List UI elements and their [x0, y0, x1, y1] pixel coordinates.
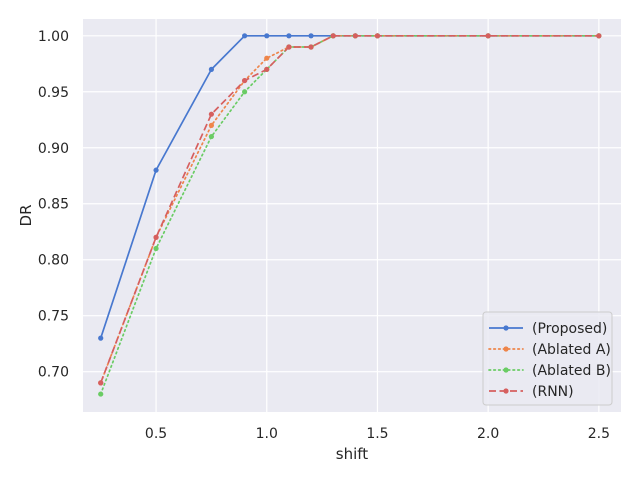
legend-marker-2	[503, 346, 509, 352]
x-tick-label: 0.5	[145, 426, 167, 442]
x-tick-label: 2.0	[477, 426, 499, 442]
x-tick-label: 1.0	[256, 426, 278, 442]
y-tick-label: 0.80	[38, 253, 69, 269]
data-point	[242, 33, 248, 39]
data-point	[330, 33, 336, 39]
y-tick-labels: 0.70 0.75 0.80 0.85 0.90 0.95 1.00	[38, 29, 69, 381]
legend-marker-1	[503, 325, 509, 331]
x-tick-labels: 0.5 1.0 1.5 2.0 2.5	[145, 426, 610, 442]
data-point	[352, 33, 358, 39]
legend-label-3: (Ablated B)	[532, 363, 611, 379]
data-point	[208, 66, 215, 72]
data-point	[153, 167, 159, 173]
data-point	[208, 111, 215, 117]
data-point	[308, 33, 314, 39]
data-point	[264, 66, 270, 72]
data-point	[242, 89, 248, 95]
y-tick-label: 0.75	[38, 309, 69, 325]
data-point	[596, 33, 602, 39]
data-point	[485, 33, 491, 39]
y-tick-label: 0.70	[38, 365, 69, 381]
data-point	[153, 234, 159, 240]
series-group	[98, 33, 602, 397]
data-point	[208, 133, 215, 140]
data-point	[264, 33, 270, 39]
y-tick-label: 1.00	[38, 29, 69, 45]
x-tick-label: 1.5	[366, 426, 388, 442]
y-axis-label: DR	[17, 205, 35, 227]
data-point	[308, 44, 314, 50]
y-tick-label: 0.90	[38, 141, 69, 157]
legend: (Proposed) (Ablated A) (Ablated B) (RNN)	[482, 311, 613, 406]
series-4	[98, 33, 602, 386]
data-point	[286, 33, 292, 39]
y-tick-label: 0.95	[38, 85, 69, 101]
data-point	[374, 33, 381, 39]
legend-label-4: (RNN)	[532, 384, 574, 400]
legend-marker-3	[503, 367, 509, 373]
legend-frame	[482, 311, 613, 406]
legend-marker-4	[503, 388, 509, 394]
x-tick-label: 2.5	[588, 426, 610, 442]
data-point	[98, 335, 104, 341]
legend-label-2: (Ablated A)	[532, 342, 611, 358]
series-line	[99, 34, 599, 384]
data-point	[242, 77, 248, 84]
x-axis-label: shift	[336, 445, 369, 463]
y-tick-label: 0.85	[38, 197, 69, 213]
data-point	[286, 44, 292, 50]
data-point	[98, 380, 104, 386]
data-point	[264, 55, 270, 61]
data-point	[98, 391, 104, 397]
data-point	[153, 245, 159, 252]
data-point	[208, 122, 215, 128]
legend-label-1: (Proposed)	[532, 321, 607, 337]
